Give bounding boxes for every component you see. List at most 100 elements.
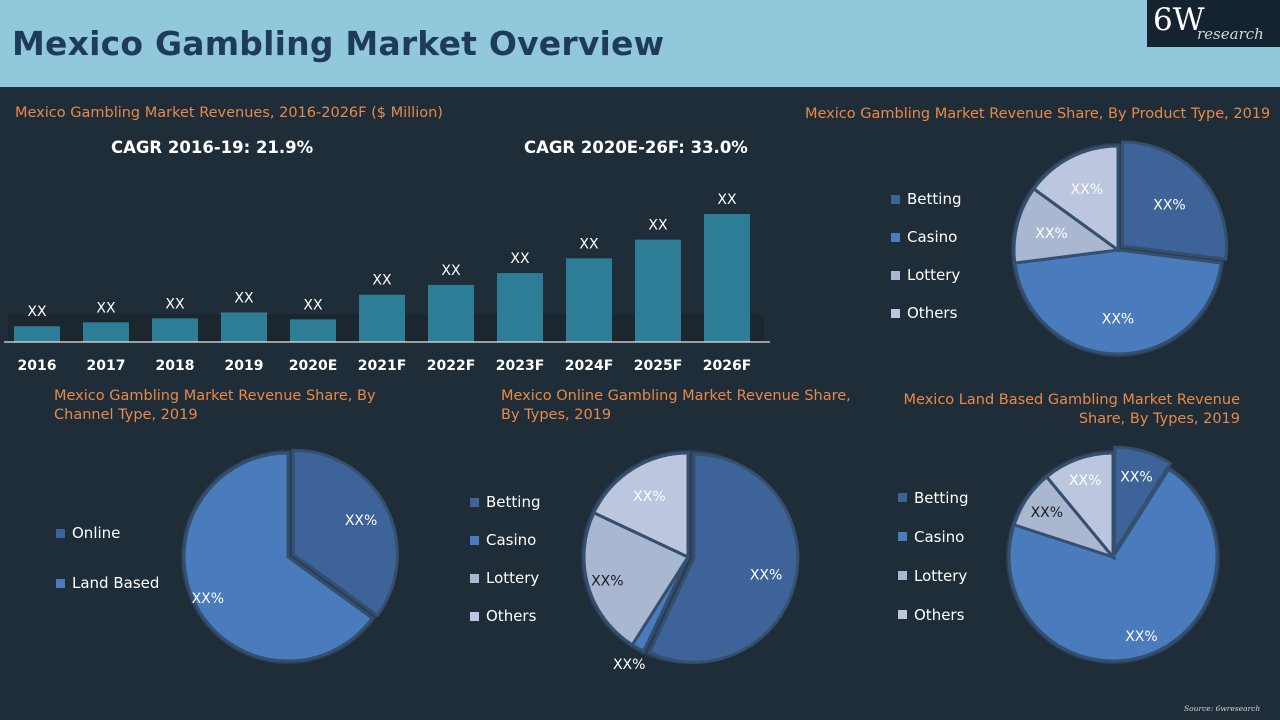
legend-swatch — [56, 528, 65, 538]
page-title: Mexico Gambling Market Overview — [12, 24, 665, 63]
bar-data-label: XX — [165, 296, 185, 312]
legend-swatch — [891, 308, 900, 318]
land-pie-title-line2: Share, By Types, 2019 — [1078, 411, 1240, 427]
legend-item-others: Others — [470, 597, 540, 635]
online-legend: Betting Casino Lottery Others — [470, 483, 540, 635]
pie-data-label: XX% — [1031, 505, 1063, 521]
legend-swatch — [470, 611, 479, 621]
legend-item-betting: Betting — [891, 180, 961, 218]
pie-slice-online — [291, 448, 399, 618]
legend-label: Online — [72, 524, 121, 542]
revenue-bar-chart: XX 2016 XX 2017 XX 2018 XX 2019 XX 2020E XX 2021F XX… — [4, 192, 770, 374]
product-legend: Betting Casino Lottery Others — [891, 180, 961, 332]
cagr-historical: CAGR 2016-19: 21.9% — [111, 138, 314, 157]
online-pie-title-line2: By Types, 2019 — [501, 407, 612, 423]
pie-data-label: XX% — [613, 657, 645, 673]
bar-2025F — [635, 239, 681, 342]
pie-data-label: XX% — [591, 573, 623, 589]
x-tick-label: 2019 — [225, 358, 264, 374]
bar-data-label: XX — [441, 263, 461, 279]
legend-swatch — [898, 571, 907, 580]
bar-2021F — [359, 294, 405, 342]
bar-data-label: XX — [372, 273, 392, 289]
channel-type-pie-chart: XX% XX% — [181, 448, 399, 664]
bar-2026F — [704, 214, 750, 342]
source-note: Source: 6wresearch — [1184, 704, 1261, 713]
bar-2024F — [566, 258, 612, 342]
legend-label: Casino — [914, 527, 965, 546]
x-tick-label: 2025F — [634, 358, 683, 374]
pie-data-label: XX% — [1035, 226, 1067, 242]
bar-2018 — [152, 318, 198, 342]
bar-2016 — [14, 326, 60, 342]
x-tick-label: 2024F — [565, 358, 614, 374]
pie-slice-others — [1031, 144, 1120, 253]
legend-swatch — [898, 610, 907, 619]
x-tick-label: 2021F — [358, 358, 407, 374]
legend-label: Casino — [486, 531, 537, 549]
x-tick-label: 2016 — [18, 358, 57, 374]
channel-pie-title-line1: Mexico Gambling Market Revenue Share, By — [54, 388, 376, 404]
header-banner: Mexico Gambling Market Overview — [0, 0, 1280, 87]
legend-swatch — [891, 194, 900, 204]
pie-data-label: XX% — [1125, 629, 1157, 645]
x-tick-label: 2017 — [87, 358, 126, 374]
legend-item-others: Others — [898, 595, 968, 634]
x-tick-label: 2022F — [427, 358, 476, 374]
channel-pie-title-line2: Channel Type, 2019 — [54, 407, 198, 423]
legend-swatch — [898, 532, 907, 541]
pie-slice-lottery — [1012, 186, 1122, 265]
pie-slice-betting — [1113, 445, 1173, 557]
x-tick-label: 2020E — [289, 358, 338, 374]
legend-swatch — [56, 578, 65, 588]
x-tick-label: 2018 — [156, 358, 195, 374]
pie-slice-casino — [1013, 248, 1223, 356]
pie-data-label: XX% — [192, 591, 224, 607]
legend-item-online: Online — [56, 502, 159, 564]
bar-data-label: XX — [27, 304, 47, 320]
pie-data-label: XX% — [1102, 312, 1134, 328]
logo-sub-text: research — [1197, 25, 1264, 43]
legend-swatch — [898, 493, 907, 502]
legend-item-lottery: Lottery — [891, 256, 961, 294]
legend-label: Others — [914, 605, 965, 624]
bar-data-label: XX — [579, 236, 599, 252]
legend-label: Betting — [914, 488, 969, 507]
bar-2020E — [290, 319, 336, 342]
bar-2022F — [428, 284, 474, 342]
pie-data-label: XX% — [1071, 182, 1103, 198]
online-types-pie-chart: XX% XX% XX% XX% — [581, 450, 800, 673]
legend-label: Others — [486, 607, 537, 625]
pie-data-label: XX% — [1153, 198, 1185, 214]
legend-item-lottery: Lottery — [898, 556, 968, 595]
bar-data-label: XX — [234, 290, 254, 306]
logo-main-text: 6W — [1153, 2, 1205, 38]
land-legend: Betting Casino Lottery Others — [898, 478, 968, 634]
legend-swatch — [470, 573, 479, 583]
bar-data-label: XX — [717, 192, 737, 208]
channel-pie-title: Mexico Gambling Market Revenue Share, By… — [54, 387, 376, 425]
legend-item-betting: Betting — [898, 478, 968, 517]
pie-data-label: XX% — [345, 513, 377, 529]
legend-item-land-based: Land Based — [56, 564, 159, 602]
legend-label: Land Based — [72, 574, 160, 592]
legend-label: Lottery — [486, 569, 540, 587]
legend-label: Lottery — [907, 266, 961, 284]
bar-2017 — [83, 322, 129, 342]
land-based-types-pie-chart: XX% XX% XX% XX% — [1006, 445, 1220, 664]
cagr-forecast: CAGR 2020E-26F: 33.0% — [524, 138, 748, 157]
x-tick-label: 2026F — [703, 358, 752, 374]
land-pie-title: Mexico Land Based Gambling Market Revenu… — [880, 391, 1240, 429]
legend-item-casino: Casino — [898, 517, 968, 556]
pie-slice-betting — [647, 452, 800, 664]
channel-legend: Online Land Based — [56, 502, 159, 602]
pie-data-label: XX% — [1069, 473, 1101, 489]
pie-data-label: XX% — [1120, 469, 1152, 485]
legend-swatch — [891, 270, 900, 280]
bar-data-label: XX — [96, 300, 116, 316]
bar-data-label: XX — [303, 297, 323, 313]
pie-slice-others — [1044, 451, 1115, 562]
legend-item-casino: Casino — [470, 521, 540, 559]
pie-slice-land-based — [182, 451, 375, 663]
online-pie-title-line1: Mexico Online Gambling Market Revenue Sh… — [501, 388, 851, 404]
